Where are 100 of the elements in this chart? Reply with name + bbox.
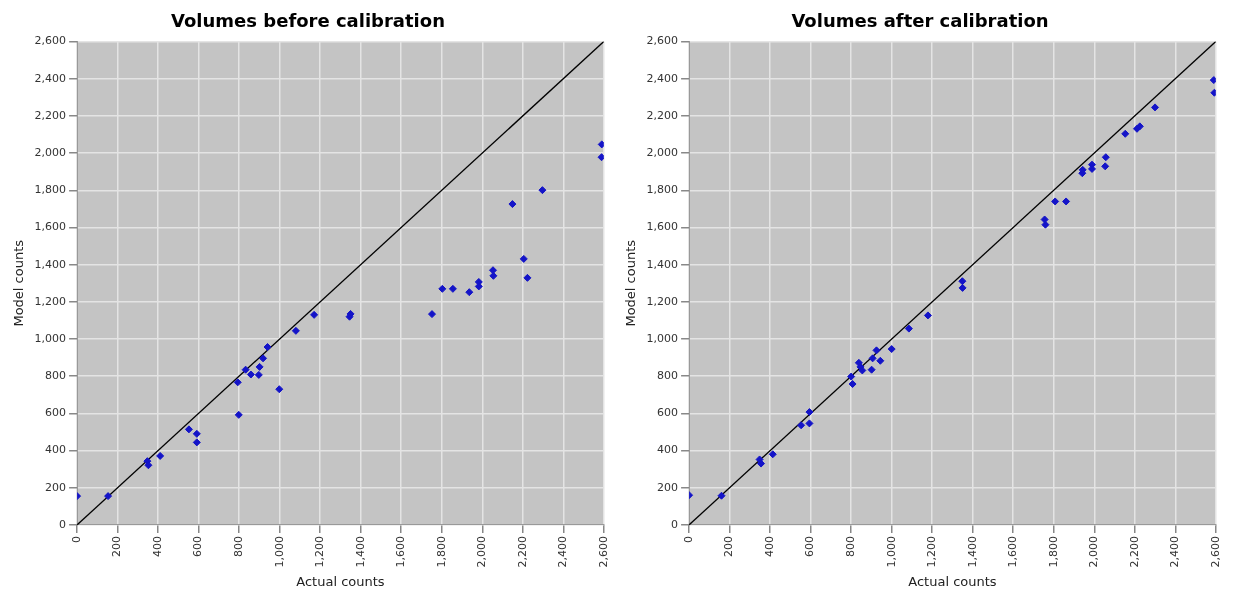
x-tick-label: 1,400 (353, 535, 367, 568)
point (192, 438, 201, 447)
chart-title: Volumes after calibration (791, 10, 1049, 32)
y-tick-label: 400 (45, 443, 67, 457)
point (448, 284, 457, 293)
point (805, 419, 814, 428)
point (1051, 197, 1060, 206)
y-tick-label: 1,400 (646, 257, 679, 271)
point (508, 200, 517, 209)
y-tick-label: 2,600 (646, 34, 679, 48)
x-axis-title: Actual counts (296, 573, 385, 589)
x-tick-label: 1,400 (965, 535, 979, 568)
x-axis-title: Actual counts (908, 573, 997, 589)
y-tick-label: 1,000 (646, 331, 679, 345)
point (1151, 103, 1160, 112)
point (717, 491, 726, 500)
point (438, 284, 447, 293)
y-tick-label: 1,000 (34, 331, 67, 345)
point (523, 273, 532, 282)
point (234, 410, 243, 419)
x-tick-label: 0 (69, 535, 83, 543)
point (519, 254, 528, 263)
y-tick-label: 2,200 (34, 108, 67, 122)
y-tick-label: 800 (45, 369, 67, 383)
x-tick-label: 0 (681, 535, 695, 543)
point (184, 425, 193, 434)
point (1041, 220, 1050, 229)
point (428, 310, 437, 319)
x-tick-label: 200 (110, 535, 124, 557)
y-tick-label: 1,800 (646, 183, 679, 197)
x-tick-label: 800 (232, 535, 246, 557)
x-tick-label: 1,600 (1006, 535, 1020, 568)
y-tick-label: 1,600 (34, 220, 67, 234)
point (1121, 129, 1130, 138)
point (1101, 162, 1110, 171)
x-tick-label: 600 (191, 535, 205, 557)
point (104, 492, 113, 501)
y-tick-label: 600 (45, 406, 67, 420)
y-tick-label: 1,800 (34, 183, 67, 197)
y-axis-title: Model counts (623, 239, 639, 327)
x-tick-label: 1,800 (1046, 535, 1060, 568)
point (958, 283, 967, 292)
x-tick-label: 2,200 (515, 535, 529, 568)
y-tick-label: 200 (657, 480, 679, 494)
point (868, 354, 877, 363)
y-tick-label: 800 (657, 369, 679, 383)
point (958, 277, 967, 286)
point (156, 451, 165, 460)
point (904, 324, 913, 333)
chart-title: Volumes before calibration (171, 10, 445, 32)
x-tick-label: 2,000 (1087, 535, 1101, 568)
y-tick-label: 2,400 (34, 71, 67, 85)
y-tick-label: 2,600 (34, 34, 67, 48)
point (241, 365, 250, 374)
point (291, 326, 300, 335)
y-tick-label: 1,400 (34, 257, 67, 271)
y-tick-label: 1,200 (646, 294, 679, 308)
x-tick-label: 400 (762, 535, 776, 557)
point (847, 372, 856, 381)
point (275, 385, 284, 394)
x-tick-label: 1,200 (313, 535, 327, 568)
x-tick-label: 1,600 (394, 535, 408, 568)
x-tick-label: 2,400 (1168, 535, 1182, 568)
point (192, 429, 201, 438)
point (797, 421, 806, 430)
point (805, 408, 814, 417)
point (538, 186, 547, 195)
point (255, 362, 264, 371)
y-tick-label: 1,200 (34, 294, 67, 308)
point (597, 140, 604, 149)
x-tick-label: 2,200 (1127, 535, 1141, 568)
y-tick-label: 0 (59, 517, 67, 531)
x-tick-label: 1,200 (925, 535, 939, 568)
x-tick-label: 2,000 (475, 535, 489, 568)
y-tick-label: 2,000 (34, 145, 67, 159)
point (1062, 197, 1071, 206)
x-tick-label: 200 (722, 535, 736, 557)
point (597, 153, 604, 162)
point (858, 366, 867, 375)
x-tick-label: 400 (150, 535, 164, 557)
x-tick-label: 2,400 (556, 535, 570, 568)
point (465, 288, 474, 297)
point (1101, 153, 1110, 162)
y-axis-title: Model counts (11, 239, 27, 327)
point (1209, 76, 1216, 85)
point (867, 365, 876, 374)
y-tick-label: 600 (657, 406, 679, 420)
point (246, 370, 255, 379)
point (923, 311, 932, 320)
x-tick-label: 800 (844, 535, 858, 557)
y-tick-label: 0 (671, 517, 679, 531)
y-tick-label: 200 (45, 480, 67, 494)
x-tick-label: 2,600 (596, 535, 610, 568)
x-tick-label: 1,000 (272, 535, 286, 568)
point (757, 459, 766, 468)
y-tick-label: 2,200 (646, 108, 679, 122)
y-tick-label: 400 (657, 443, 679, 457)
point (848, 380, 857, 389)
point (310, 310, 319, 319)
y-tick-label: 2,400 (646, 71, 679, 85)
